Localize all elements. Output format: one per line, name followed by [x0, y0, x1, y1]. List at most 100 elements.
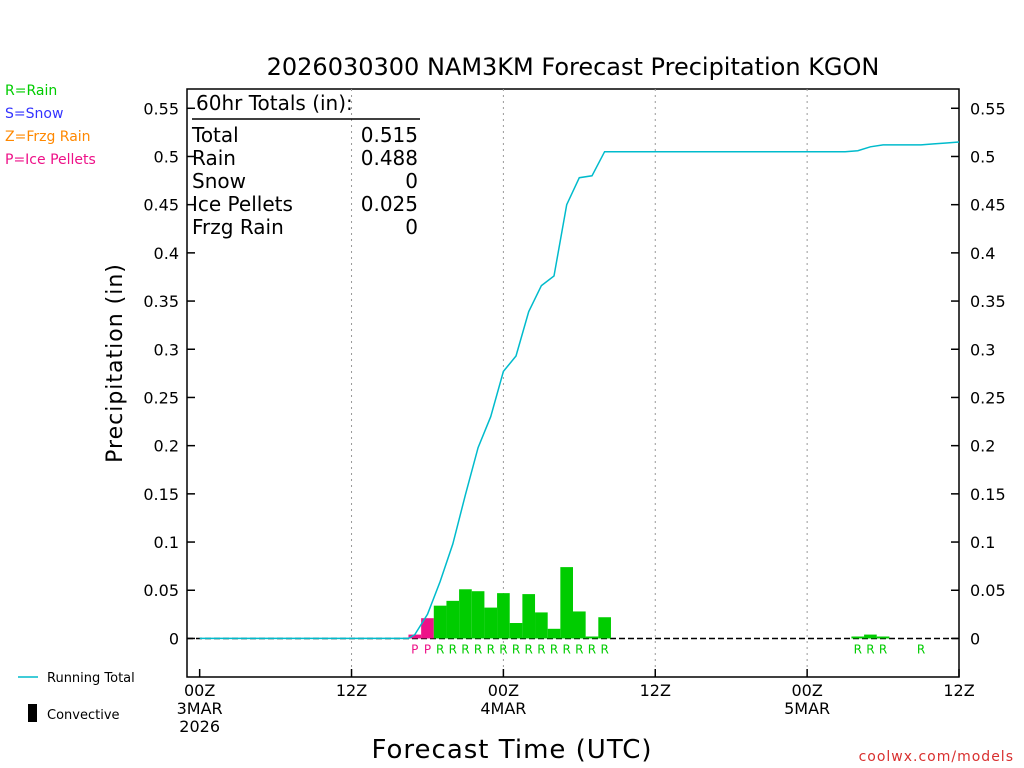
totals-row-label: Frzg Rain	[192, 215, 284, 239]
y-axis-label: Precipitation (in)	[103, 263, 128, 463]
y-tick-label-right: 0.45	[970, 196, 1006, 215]
precip-type-letter: R	[436, 642, 444, 656]
x-tick-label: 00Z	[184, 681, 215, 700]
precip-type-letter: R	[487, 642, 495, 656]
y-tick-label-left: 0	[169, 629, 179, 648]
plot-frame	[186, 88, 960, 678]
y-tick-label-left: 0.1	[154, 533, 179, 552]
precip-bar	[851, 636, 865, 639]
precip-bar	[522, 594, 536, 639]
y-tick-label-right: 0.4	[970, 244, 995, 263]
y-tick-label-left: 0.55	[143, 99, 179, 118]
y-tick-label-left: 0.3	[154, 340, 179, 359]
x-tick-label: 00Z	[791, 681, 822, 700]
x-tick-label: 00Z	[488, 681, 519, 700]
y-tick-label-right: 0.1	[970, 533, 995, 552]
totals-row-label: Ice Pellets	[192, 192, 293, 216]
y-tick-label-right: 0.15	[970, 485, 1006, 504]
running-total-line	[199, 141, 960, 640]
totals-heading: 60hr Totals (in):	[196, 91, 353, 115]
precip-bar	[421, 618, 434, 639]
precip-bar	[547, 628, 561, 639]
convective-legend-swatch	[28, 704, 37, 722]
chart-title: 2026030300 NAM3KM Forecast Precipitation…	[267, 53, 880, 81]
totals-box: 60hr Totals (in): Total 0.515 Rain 0.488…	[191, 91, 420, 239]
precip-bar	[446, 600, 460, 639]
precip-type-letter: R	[550, 642, 558, 656]
y-tick-label-right: 0.25	[970, 388, 1006, 407]
precip-type-letter: P	[411, 642, 418, 656]
convective-legend-label: Convective	[47, 708, 120, 723]
legend-rain: R=Rain	[5, 83, 57, 99]
precip-type-letter: R	[525, 642, 533, 656]
y-tick-label-left: 0.25	[143, 388, 179, 407]
y-tick-label-left: 0.45	[143, 196, 179, 215]
precip-bar	[864, 634, 877, 639]
precip-bar	[509, 623, 523, 639]
precip-type-letter: R	[474, 642, 482, 656]
precip-type-letter: R	[461, 642, 469, 656]
precip-type-letter: R	[575, 642, 583, 656]
totals-row-label: Snow	[192, 169, 246, 193]
precip-type-letter: R	[600, 642, 608, 656]
totals-row-label: Rain	[192, 146, 236, 170]
precip-type-letter: R	[563, 642, 571, 656]
precip-bar	[497, 593, 510, 639]
precip-type-letter: R	[866, 642, 874, 656]
x-tick-label: 12Z	[943, 681, 974, 700]
totals-row-value: 0.025	[361, 192, 418, 216]
y-tick-label-right: 0.55	[970, 99, 1006, 118]
precip-bar	[433, 605, 447, 639]
x-tick-label: 4MAR	[480, 699, 526, 718]
y-tick-label-left: 0.15	[143, 485, 179, 504]
totals-row-label: Total	[191, 123, 239, 147]
x-tick-label: 12Z	[336, 681, 367, 700]
credit-text: coolwx.com/models	[859, 749, 1014, 765]
y-tick-label-left: 0.05	[143, 581, 179, 600]
y-tick-label-right: 0.35	[970, 292, 1006, 311]
totals-row-value: 0	[405, 169, 418, 193]
precip-type-letter: P	[424, 642, 431, 656]
y-tick-label-right: 0.5	[970, 147, 995, 166]
y-axis-ticks: 0 0 0.05 0.05 0.1 0.1 0.15 0.15 0.2 0.2 0.25 0.25 0.…	[143, 99, 1005, 648]
precip-type-legend: R=Rain S=Snow Z=Frzg Rain P=Ice Pellets	[5, 83, 96, 168]
legend-snow: S=Snow	[5, 106, 63, 122]
precip-type-letter: R	[879, 642, 887, 656]
legend-ice-pellets: P=Ice Pellets	[5, 152, 96, 168]
totals-row-value: 0.488	[361, 146, 418, 170]
precip-bar	[573, 611, 586, 639]
y-tick-label-right: 0.2	[970, 437, 995, 456]
precip-bar	[598, 617, 611, 639]
y-tick-label-right: 0.3	[970, 340, 995, 359]
precip-bar	[535, 612, 548, 639]
running-total-legend-label: Running Total	[47, 671, 135, 686]
precip-type-letter: R	[499, 642, 507, 656]
y-tick-label-left: 0.35	[143, 292, 179, 311]
precip-type-letter: R	[537, 642, 545, 656]
precip-bar	[459, 589, 472, 639]
totals-row-value: 0	[405, 215, 418, 239]
y-tick-label-right: 0	[970, 629, 980, 648]
legend-frzg-rain: Z=Frzg Rain	[5, 129, 91, 145]
series-legend: Running Total Convective	[18, 671, 135, 723]
precip-bar	[408, 634, 422, 639]
precip-bar	[484, 607, 498, 639]
precip-type-letter: R	[449, 642, 457, 656]
precip-bar	[471, 591, 485, 639]
y-tick-label-left: 0.4	[154, 244, 179, 263]
x-tick-label: 12Z	[640, 681, 671, 700]
x-axis-label: Forecast Time (UTC)	[371, 735, 652, 765]
x-tick-label: 2026	[179, 717, 220, 736]
vertical-gridlines	[351, 89, 808, 677]
precip-bar	[585, 636, 599, 639]
precip-type-letter: R	[854, 642, 862, 656]
x-tick-label: 5MAR	[784, 699, 830, 718]
y-tick-label-left: 0.2	[154, 437, 179, 456]
precip-bar	[876, 636, 890, 639]
hourly-precip-bars	[408, 567, 890, 639]
precip-type-letter: R	[917, 642, 925, 656]
precip-type-letter: R	[512, 642, 520, 656]
y-tick-label-right: 0.05	[970, 581, 1006, 600]
